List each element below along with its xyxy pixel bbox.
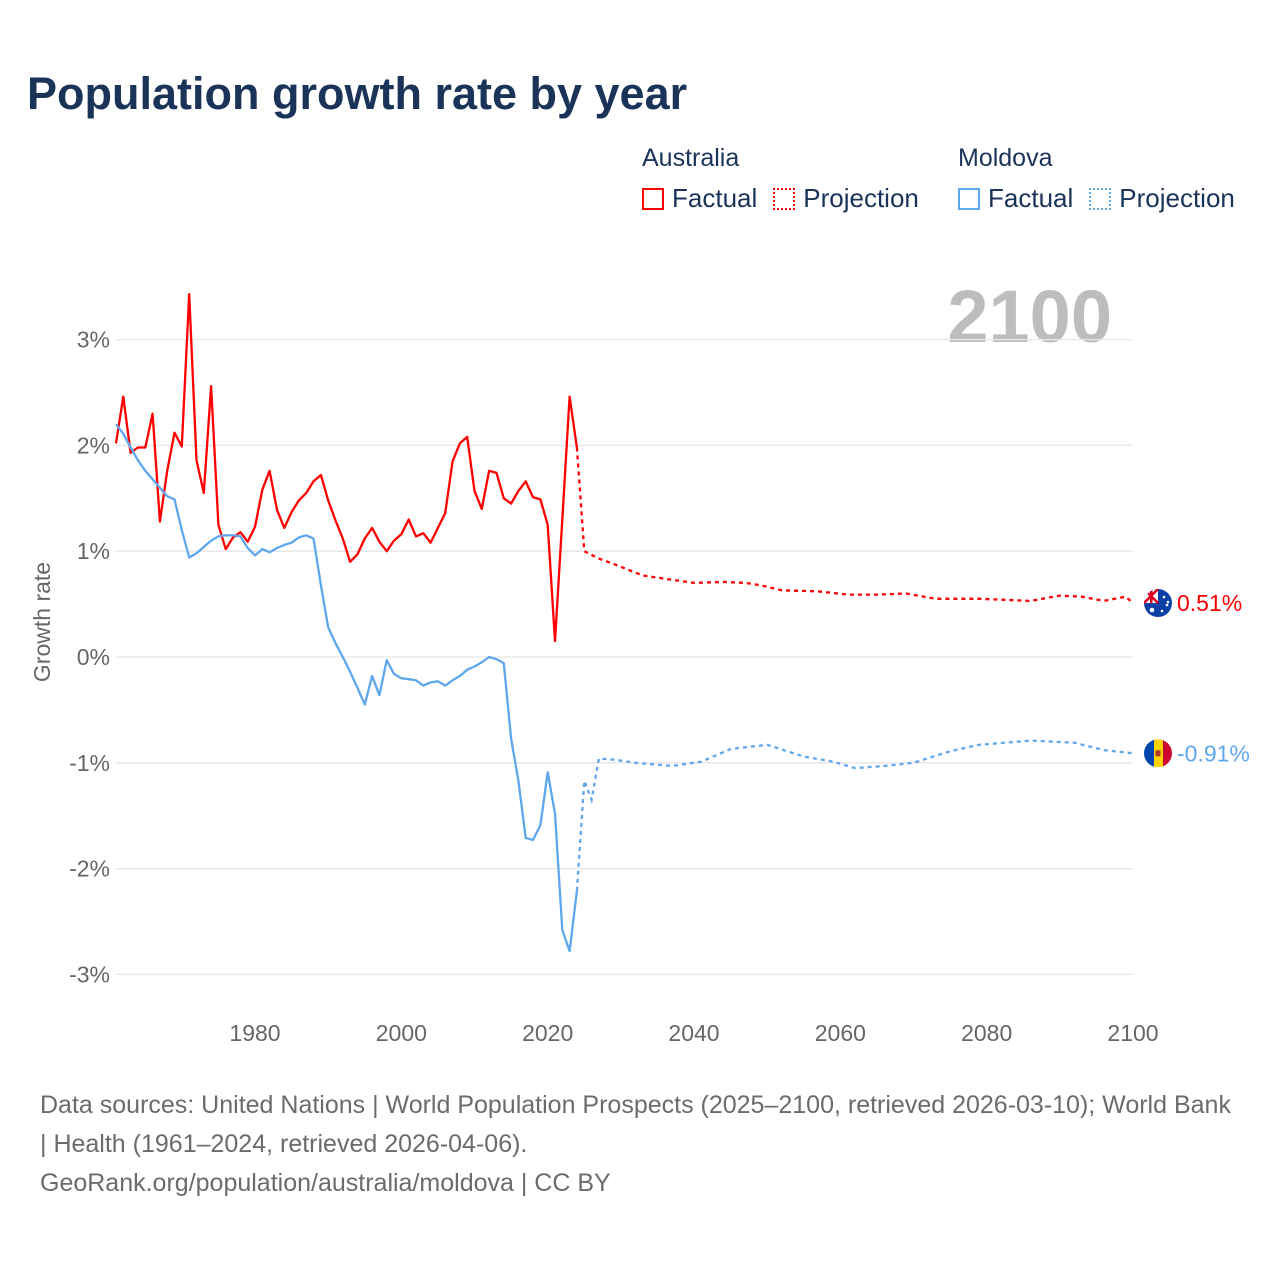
x-tick-label: 2000	[376, 1020, 427, 1046]
y-tick-label: -1%	[69, 750, 110, 776]
legend-country-label: Moldova	[958, 144, 1053, 172]
flag-stripe-blue	[1144, 739, 1154, 768]
y-tick-label: -3%	[69, 961, 110, 987]
x-tick-label: 2060	[815, 1020, 866, 1046]
data-sources: Data sources: United Nations | World Pop…	[40, 1091, 1231, 1158]
legend-item-moldova-factual[interactable]: Factual	[958, 183, 1073, 214]
legend-label: Projection	[803, 183, 919, 213]
x-tick-label: 1980	[229, 1020, 280, 1046]
flag-star	[1149, 607, 1155, 613]
legend-item-australia-projection[interactable]: Projection	[773, 183, 919, 214]
legend-label: Factual	[672, 183, 758, 213]
current-year-label: 2100	[947, 275, 1112, 358]
y-tick-label: 3%	[77, 327, 110, 353]
y-axis-label: Growth rate	[29, 562, 55, 682]
flag-star	[1165, 603, 1169, 607]
flag-stripe-red	[1163, 739, 1172, 768]
flag-star	[1160, 609, 1164, 613]
y-tick-label: 2%	[77, 432, 110, 458]
legend-label: Factual	[988, 183, 1074, 213]
flag-body	[1144, 589, 1172, 618]
flag-star	[1166, 600, 1170, 604]
legend-swatch-dotted	[773, 187, 796, 210]
legend-swatch-solid	[642, 187, 664, 210]
y-tick-label: -2%	[69, 856, 110, 882]
legend-swatch-dotted	[1089, 187, 1112, 210]
end-value-label-moldova: -0.91%	[1177, 740, 1250, 766]
series-line-australia-projection	[575, 447, 1134, 604]
legend-item-moldova-projection[interactable]: Projection	[1089, 183, 1235, 214]
series-line-australia-factual	[114, 292, 579, 643]
x-tick-label: 2080	[961, 1020, 1012, 1046]
flag-star	[1162, 595, 1166, 599]
legend-group-moldova: Moldova Factual Projection	[958, 144, 1251, 214]
x-tick-label: 2040	[668, 1020, 719, 1046]
footer: Data sources: United Nations | World Pop…	[40, 1086, 1240, 1203]
attribution: GeoRank.org/population/australia/moldova…	[40, 1169, 611, 1197]
legend-swatch-solid	[958, 187, 980, 210]
legend-label: Projection	[1119, 183, 1235, 213]
flag-australia-icon	[1144, 589, 1172, 618]
series-line-moldova-projection	[575, 739, 1134, 891]
chart-title: Population growth rate by year	[27, 68, 688, 119]
series-line-moldova-factual	[115, 423, 579, 953]
legend-group-australia: Australia Factual Projection	[642, 144, 935, 214]
flag-emblem	[1155, 750, 1161, 757]
flag-body	[1144, 739, 1172, 768]
legend-country-label: Australia	[642, 144, 740, 172]
y-tick-label: 0%	[77, 644, 110, 670]
flag-moldova-icon	[1144, 739, 1172, 768]
end-value-label-australia: 0.51%	[1177, 590, 1242, 616]
legend-item-australia-factual[interactable]: Factual	[642, 183, 757, 214]
x-tick-label: 2100	[1107, 1020, 1158, 1046]
flag-union-cross	[1150, 589, 1153, 604]
x-tick-label: 2020	[522, 1020, 573, 1046]
y-tick-label: 1%	[77, 538, 110, 564]
